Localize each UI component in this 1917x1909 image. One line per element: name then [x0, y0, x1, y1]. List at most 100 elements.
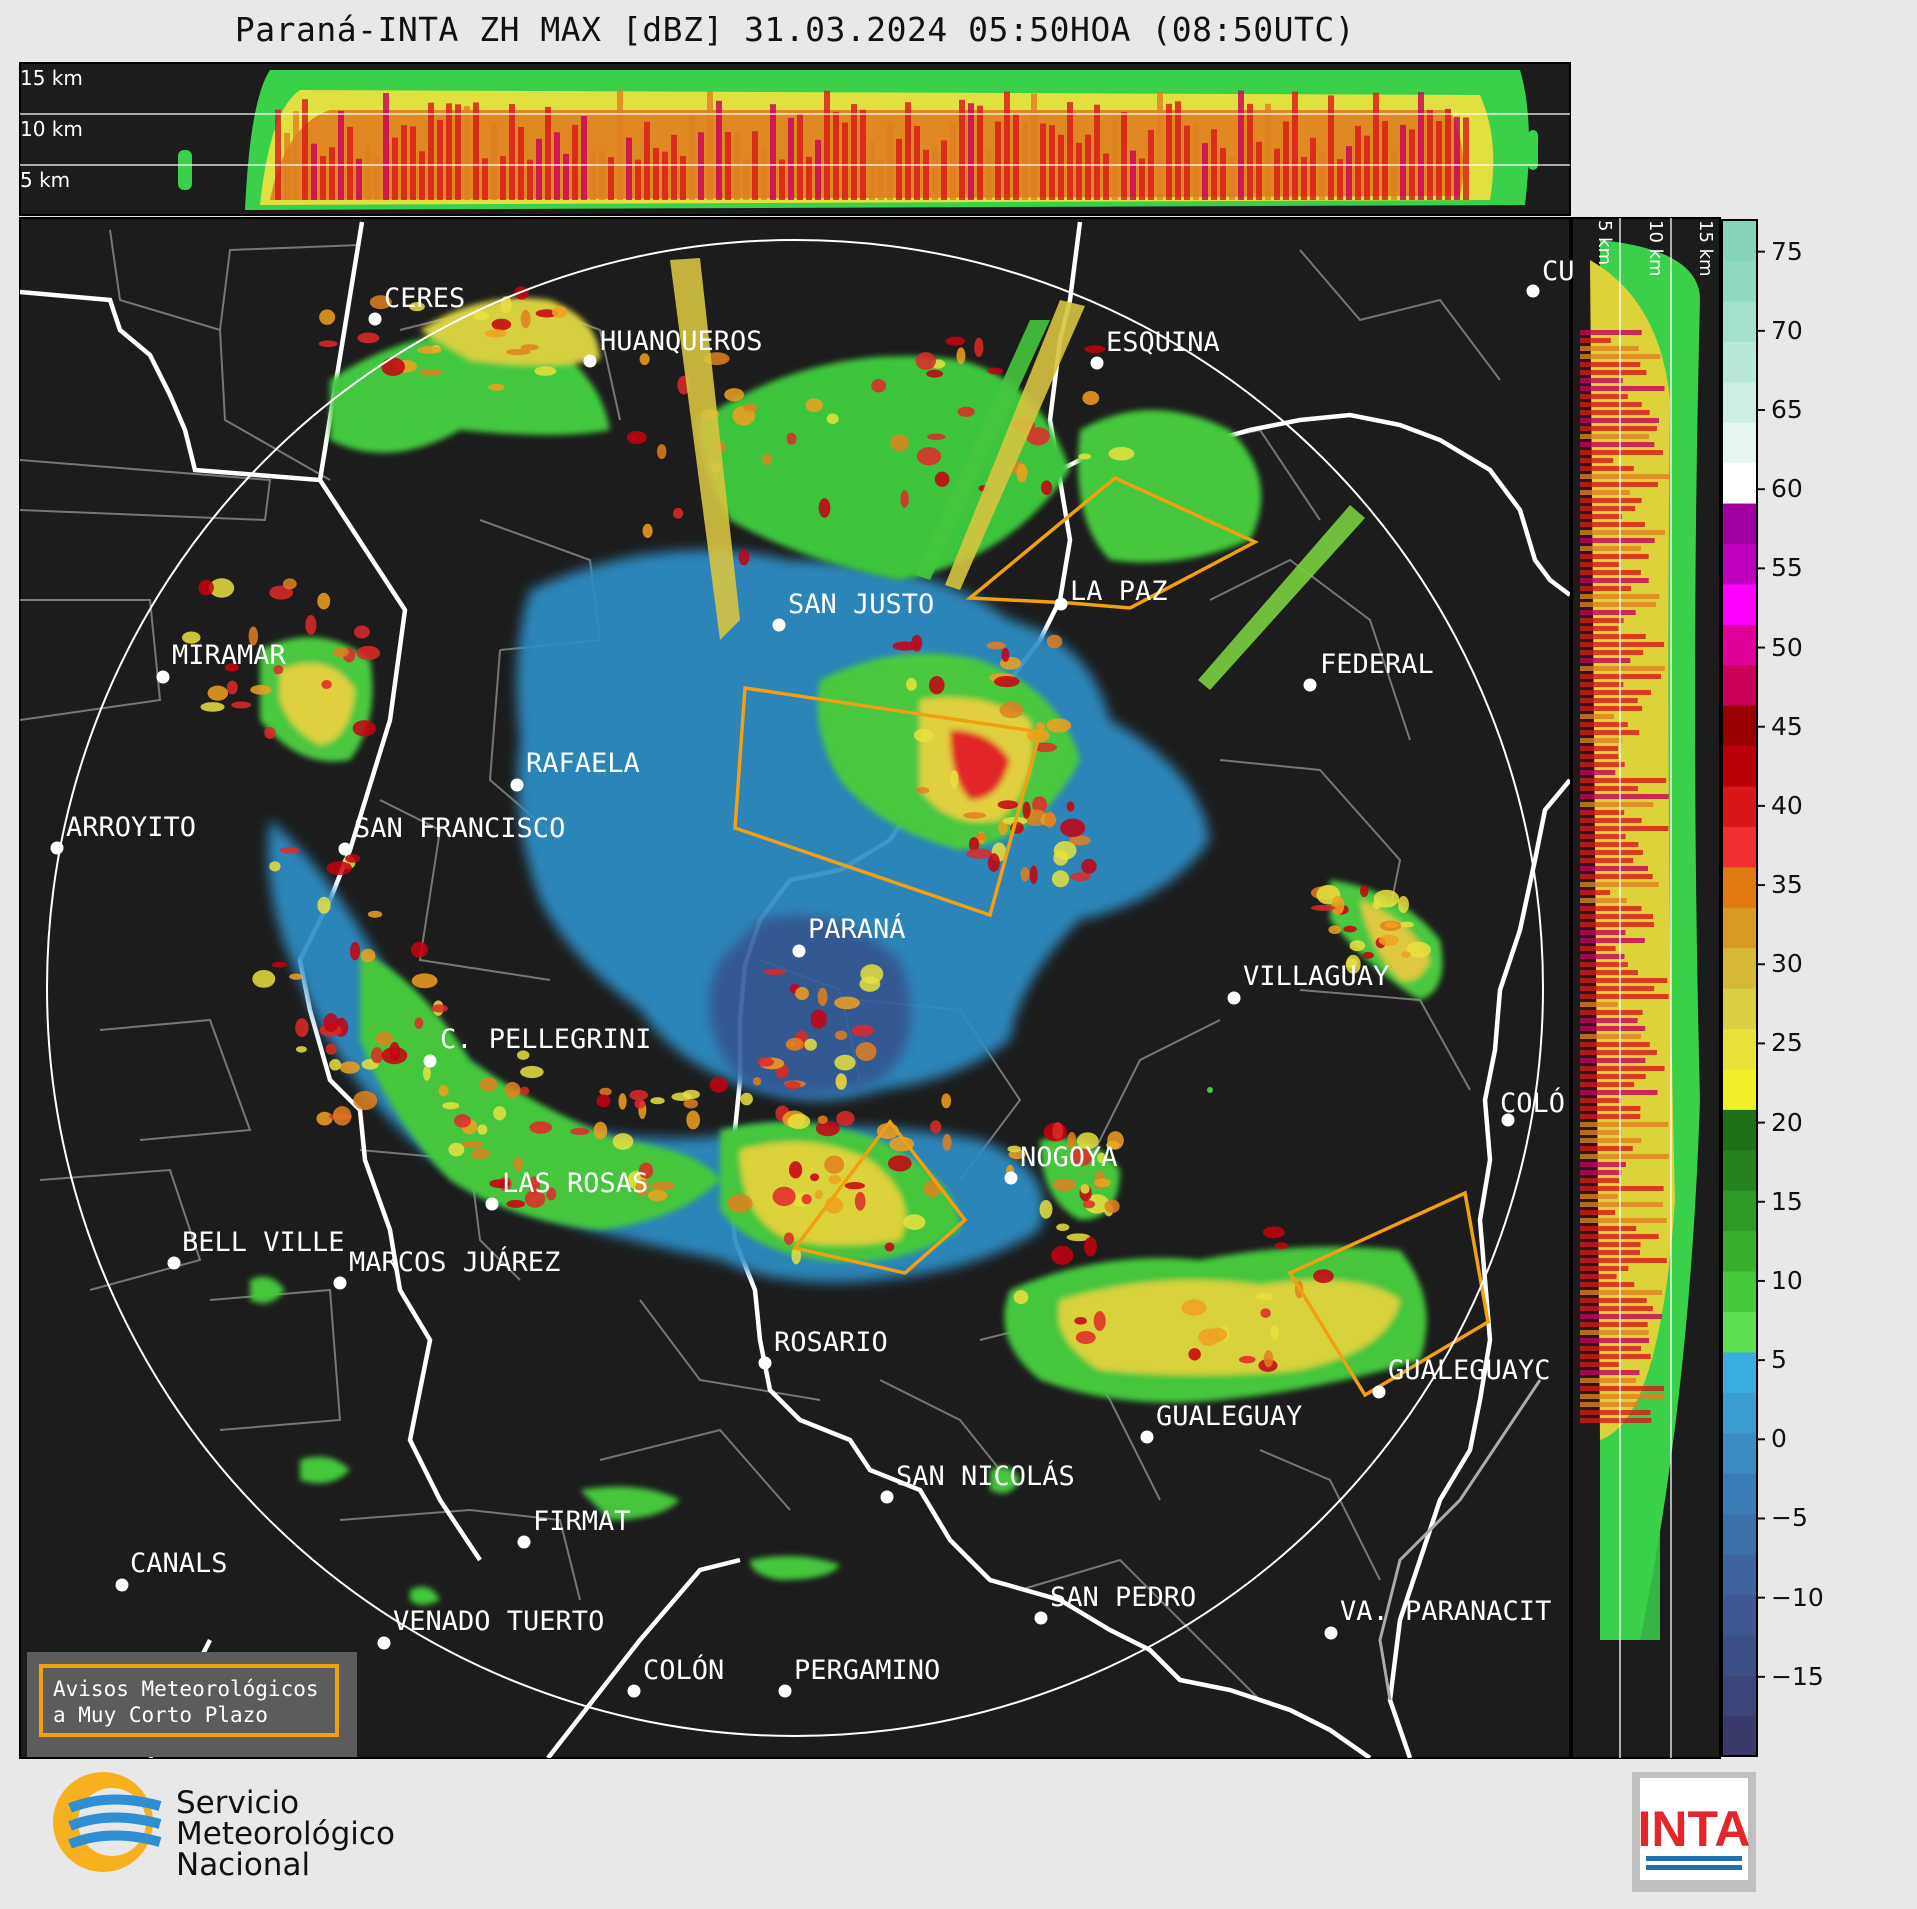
cross-section-row: [1580, 890, 1611, 895]
warning-legend-box: Avisos Meteorológicos a Muy Corto Plazo: [27, 1652, 357, 1757]
colorbar-segment: [1722, 745, 1757, 787]
storm-cell: [1020, 866, 1030, 882]
colorbar-segment: [1722, 866, 1757, 908]
cross-section-column: [518, 127, 524, 200]
city-label: GUALEGUAY: [1156, 1401, 1303, 1432]
storm-cell: [198, 579, 214, 596]
storm-cell: [635, 1179, 649, 1197]
storm-cell: [1080, 1183, 1090, 1194]
storm-cell: [1026, 427, 1050, 446]
storm-cell: [900, 490, 909, 508]
cross-section-column: [959, 99, 965, 200]
cross-section-row: [1580, 394, 1628, 399]
cross-section-row: [1580, 346, 1639, 351]
storm-cell: [422, 1066, 431, 1081]
cross-section-column: [473, 102, 479, 200]
cross-section-column: [770, 104, 776, 200]
storm-cell: [1013, 1290, 1029, 1305]
colorbar-segment: [1722, 907, 1757, 949]
cross-section-column: [1427, 109, 1433, 200]
storm-cell: [805, 398, 823, 413]
city-label: ARROYITO: [66, 812, 197, 843]
storm-cell: [321, 679, 332, 690]
cross-section-column: [950, 123, 956, 200]
storm-cell: [638, 1162, 654, 1179]
cross-section-column: [842, 122, 848, 200]
cross-section-column: [374, 155, 380, 200]
storm-cell: [207, 685, 229, 701]
cross-section-column: [1301, 157, 1307, 200]
cross-section-row: [1580, 522, 1645, 527]
cross-section-row: [1580, 762, 1625, 767]
inta-logo: INTA: [1632, 1772, 1756, 1892]
cross-section-row: [1580, 1122, 1669, 1127]
cross-section-column: [1139, 158, 1145, 200]
storm-cell: [329, 1059, 342, 1071]
cross-section-column: [680, 156, 686, 200]
colorbar-tick-label: 55: [1771, 553, 1803, 583]
colorbar-segment: [1722, 1190, 1757, 1232]
cross-section-row: [1580, 690, 1651, 695]
storm-cell: [986, 641, 1006, 650]
cross-section-row: [1580, 786, 1638, 791]
height-label-10km: 10 km: [20, 117, 83, 141]
cross-section-column: [1022, 122, 1028, 200]
cross-section-row: [1580, 930, 1626, 935]
storm-cell: [1046, 718, 1072, 733]
radar-map-panel: [19, 217, 1571, 1759]
cross-section-row: [1580, 578, 1649, 583]
cross-section-row: [1580, 682, 1624, 687]
storm-cell: [642, 523, 653, 538]
colorbar-segment: [1722, 462, 1757, 504]
storm-cell: [352, 720, 377, 737]
storm-cell: [795, 986, 810, 1001]
cross-section-column: [500, 156, 506, 200]
cross-section-column: [1364, 135, 1370, 200]
storm-cell: [1001, 647, 1010, 662]
storm-cell: [1084, 1194, 1110, 1214]
cross-section-row: [1580, 770, 1616, 775]
storm-cell: [1373, 889, 1400, 908]
storm-cell: [772, 1186, 796, 1207]
cross-section-row: [1580, 330, 1642, 335]
cross-section-column: [1373, 92, 1379, 200]
storm-cell: [319, 309, 336, 325]
storm-cell: [1362, 951, 1374, 959]
storm-cell: [791, 1246, 801, 1265]
storm-cell: [686, 1110, 700, 1130]
storm-cell: [448, 1142, 465, 1157]
cross-section-row: [1580, 1002, 1618, 1007]
cross-section-row: [1580, 746, 1619, 751]
storm-cell: [1349, 940, 1366, 952]
storm-cell: [317, 896, 331, 914]
cross-section-column: [626, 137, 632, 200]
storm-cell: [1081, 858, 1097, 874]
storm-cell: [1359, 885, 1369, 898]
storm-cell: [788, 1161, 803, 1179]
cross-section-row: [1580, 1170, 1622, 1175]
storm-cell: [784, 1081, 801, 1090]
colorbar-tick-label: 65: [1771, 395, 1803, 425]
cross-section-row: [1580, 714, 1615, 719]
storm-cell: [1070, 872, 1091, 882]
cross-section-row: [1580, 1306, 1653, 1311]
storm-cell: [529, 1121, 553, 1134]
storm-cell: [431, 1004, 448, 1013]
storm-cell: [269, 861, 281, 872]
cross-section-row: [1580, 1266, 1629, 1271]
cross-section-column: [383, 93, 389, 200]
storm-cell: [738, 549, 750, 566]
storm-cell: [1097, 1152, 1106, 1164]
storm-cell: [639, 353, 650, 366]
storm-cell: [599, 1087, 612, 1096]
cross-section-row: [1580, 482, 1659, 487]
cross-section-row: [1580, 1322, 1648, 1327]
storm-cell: [1016, 463, 1028, 483]
storm-cell: [593, 1121, 608, 1140]
colorbar-segment: [1722, 1068, 1757, 1110]
cross-section-column: [986, 150, 992, 200]
cross-section-row: [1580, 386, 1665, 391]
cross-section-row: [1580, 834, 1626, 839]
storm-cell: [520, 309, 531, 329]
